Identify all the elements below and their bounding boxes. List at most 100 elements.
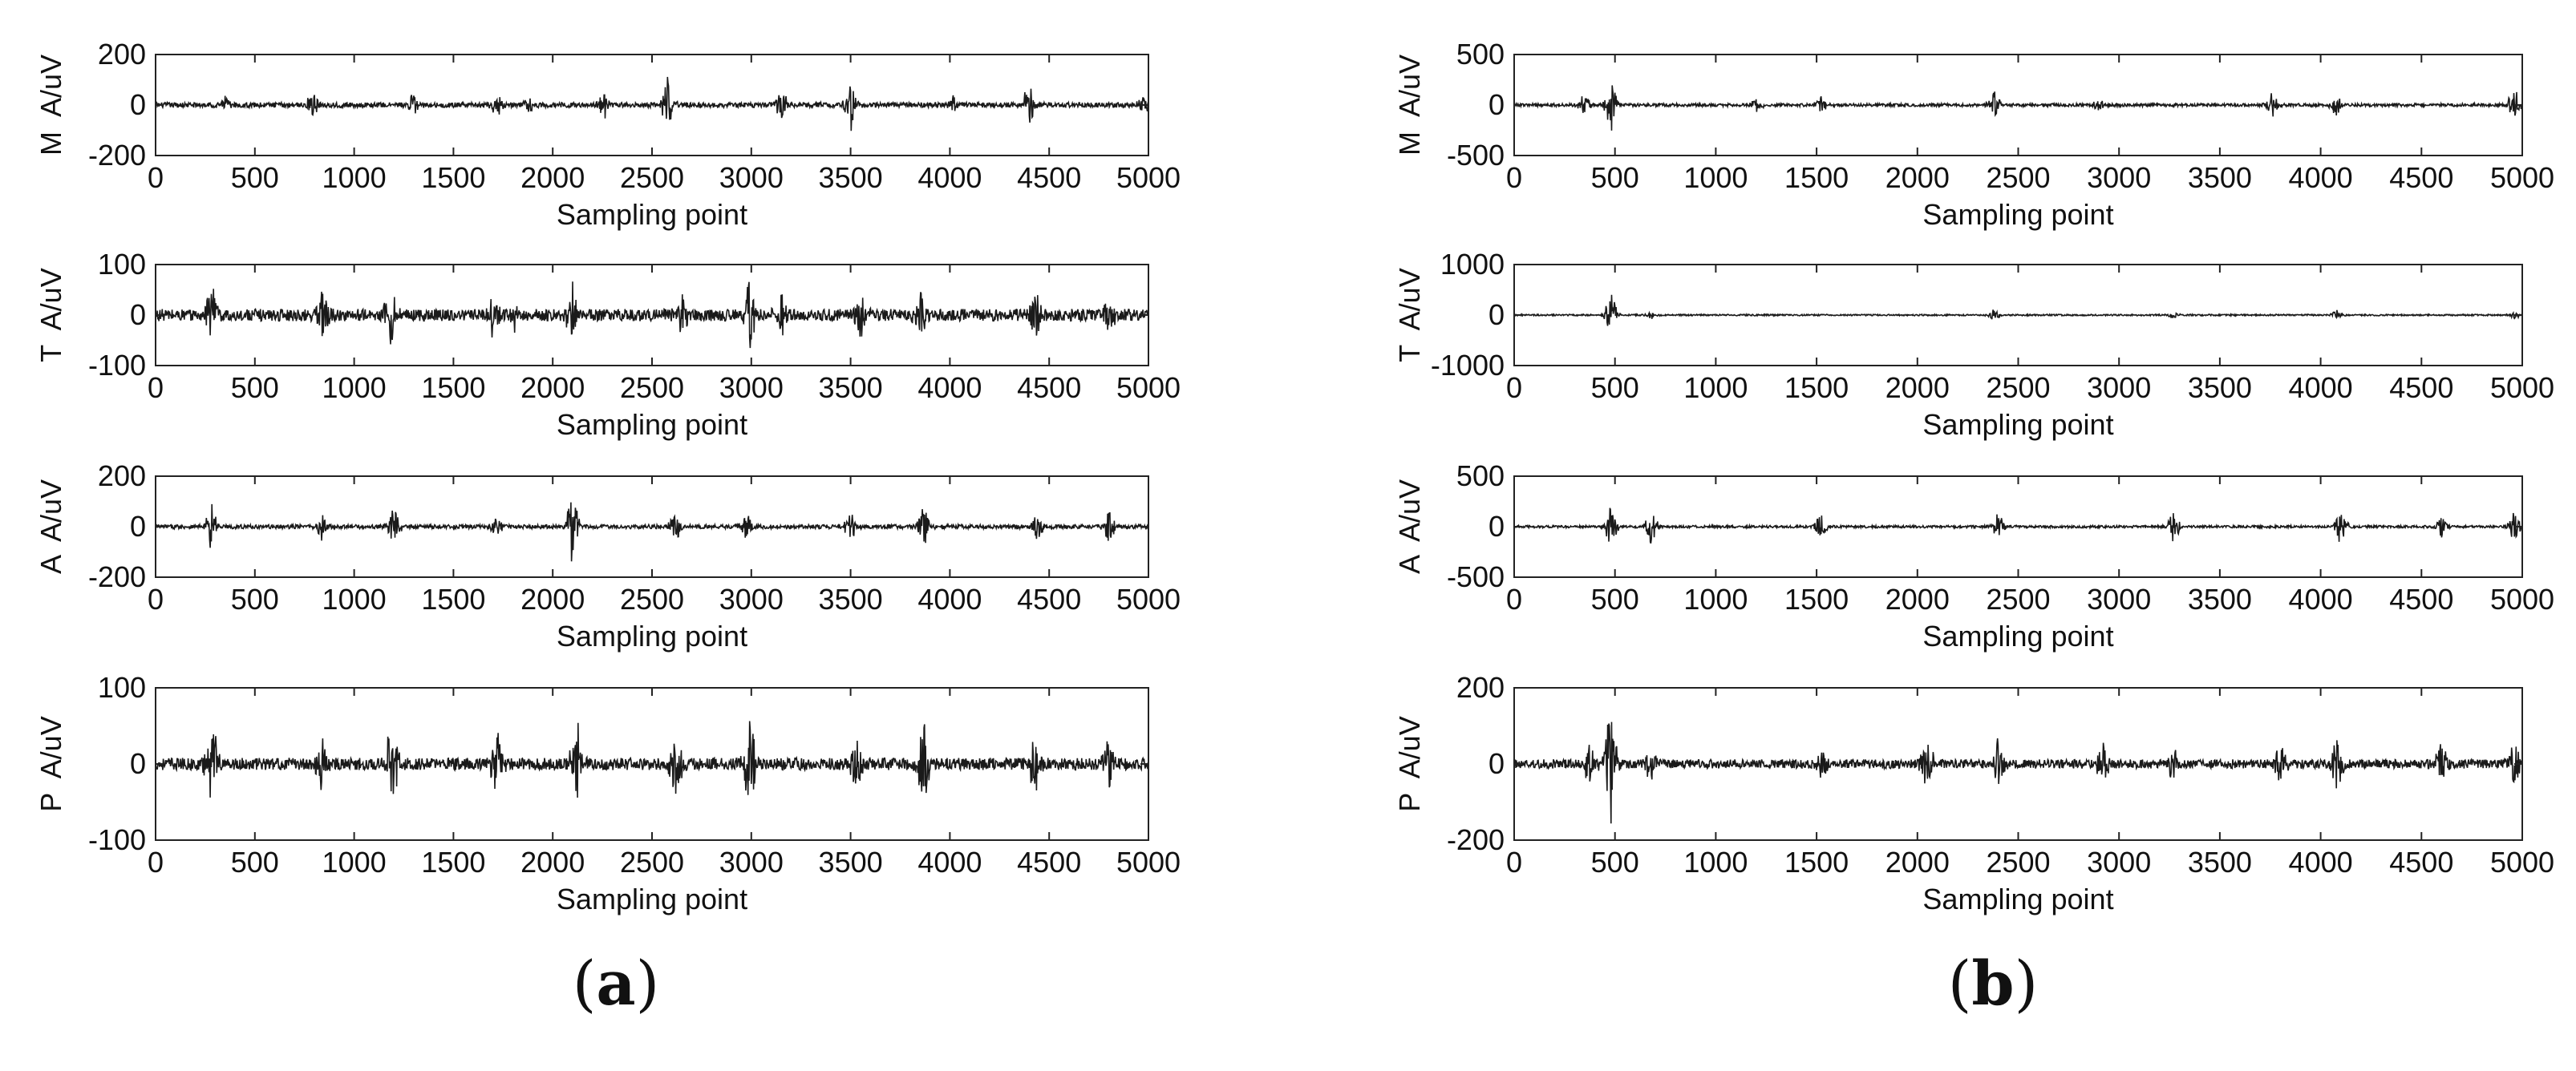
x-tick-label: 1500 (421, 583, 485, 616)
y-tick-label: 0 (130, 510, 146, 543)
x-tick-label: 3000 (2087, 846, 2151, 879)
x-tick-label: 3500 (2188, 846, 2252, 879)
x-tick-label: 3500 (2188, 161, 2252, 194)
x-tick-label: 5000 (1116, 371, 1181, 404)
x-tick-label: 4500 (2389, 846, 2453, 879)
x-tick-label: 1500 (1784, 371, 1849, 404)
x-tick-label: 1500 (1784, 846, 1849, 879)
panel-a: 0 500 1000 1500 2000 2500 3000 3500 4000 4500 5000… (34, 38, 1181, 1019)
panel-b: 0 500 1000 1500 2000 2500 3000 3500 4000 4500 5000… (1393, 38, 2554, 1019)
x-tick-label: 4000 (2289, 846, 2353, 879)
x-tick-label: 3000 (2087, 371, 2151, 404)
x-tick-label: 4500 (2389, 583, 2453, 616)
y-axis-label: M A/uV (34, 55, 67, 156)
x-tick-label: 500 (1591, 583, 1639, 616)
x-tick-label: 1500 (1784, 583, 1849, 616)
y-tick-label: -200 (88, 139, 146, 172)
x-tick-label: 2500 (1986, 583, 2050, 616)
x-tick-label: 2000 (520, 161, 585, 194)
subplot: 0 500 1000 1500 2000 2500 3000 3500 4000 4500 5000… (34, 671, 1181, 915)
x-tick-label: 2000 (1885, 161, 1950, 194)
x-axis-label: Sampling point (1922, 408, 2113, 441)
x-tick-label: 500 (1591, 846, 1639, 879)
x-axis-label: Sampling point (557, 883, 747, 915)
x-tick-label: 1500 (1784, 161, 1849, 194)
x-tick-label: 5000 (2490, 161, 2554, 194)
y-tick-label: -100 (88, 823, 146, 856)
x-tick-label: 1000 (1683, 846, 1748, 879)
x-tick-label: 3000 (719, 371, 784, 404)
x-tick-label: 3000 (719, 846, 784, 879)
x-tick-label: 1000 (1683, 371, 1748, 404)
x-tick-label: 1000 (322, 371, 387, 404)
x-tick-label: 0 (1506, 161, 1522, 194)
y-tick-label: 500 (1456, 459, 1505, 492)
x-tick-label: 500 (1591, 371, 1639, 404)
y-tick-label: -500 (1447, 560, 1505, 593)
x-tick-label: 5000 (2490, 583, 2554, 616)
x-axis-label: Sampling point (557, 198, 747, 231)
x-tick-label: 1500 (421, 846, 485, 879)
y-tick-label: -500 (1447, 139, 1505, 172)
x-tick-label: 4500 (1017, 846, 1081, 879)
y-tick-label: 0 (130, 88, 146, 121)
x-tick-label: 3500 (2188, 583, 2252, 616)
subplot: 0 500 1000 1500 2000 2500 3000 3500 4000 4500 5000… (1393, 459, 2554, 653)
x-axis-label: Sampling point (557, 408, 747, 441)
x-axis-label: Sampling point (1922, 198, 2113, 231)
x-tick-label: 500 (1591, 161, 1639, 194)
x-tick-label: 1000 (1683, 161, 1748, 194)
x-tick-label: 3000 (2087, 161, 2151, 194)
x-tick-label: 1000 (322, 161, 387, 194)
y-tick-label: 0 (1488, 510, 1505, 543)
y-tick-label: 0 (1488, 298, 1505, 331)
y-axis-label: T A/uV (1393, 268, 1426, 362)
y-tick-label: -100 (88, 349, 146, 382)
subplot: 0 500 1000 1500 2000 2500 3000 3500 4000 4500 5000… (1393, 671, 2554, 915)
y-tick-label: -200 (88, 560, 146, 593)
x-tick-label: 500 (231, 846, 279, 879)
y-tick-label: 1000 (1440, 248, 1505, 281)
panel-label: (a) (573, 948, 660, 1019)
x-tick-label: 2000 (1885, 371, 1950, 404)
signal-trace (155, 721, 1149, 798)
x-tick-label: 0 (148, 161, 164, 194)
y-axis-label: P A/uV (34, 716, 67, 811)
x-tick-label: 3000 (719, 583, 784, 616)
signal-trace (1513, 721, 2523, 824)
x-axis-label: Sampling point (1922, 883, 2113, 915)
subplot: 0 500 1000 1500 2000 2500 3000 3500 4000 4500 5000… (34, 38, 1181, 231)
x-tick-label: 4500 (1017, 371, 1081, 404)
y-tick-label: 200 (98, 459, 146, 492)
x-tick-label: 2000 (520, 371, 585, 404)
x-tick-label: 2000 (1885, 583, 1950, 616)
x-tick-label: 1000 (322, 583, 387, 616)
y-axis-label: M A/uV (1393, 55, 1426, 156)
x-tick-label: 5000 (2490, 371, 2554, 404)
y-tick-label: 100 (98, 248, 146, 281)
x-tick-label: 4500 (1017, 583, 1081, 616)
x-tick-label: 1000 (1683, 583, 1748, 616)
x-tick-label: 3500 (2188, 371, 2252, 404)
x-tick-label: 1500 (421, 161, 485, 194)
signal-trace (155, 281, 1149, 349)
x-tick-label: 0 (148, 846, 164, 879)
x-tick-label: 4000 (917, 846, 982, 879)
y-tick-label: 0 (130, 298, 146, 331)
y-tick-label: 200 (1456, 671, 1505, 704)
x-tick-label: 1500 (421, 371, 485, 404)
x-tick-label: 0 (148, 371, 164, 404)
signal-trace (1513, 507, 2523, 544)
panel-label: (b) (1948, 948, 2038, 1019)
x-tick-label: 2500 (620, 161, 684, 194)
x-tick-label: 500 (231, 583, 279, 616)
x-axis-label: Sampling point (557, 620, 747, 653)
y-tick-label: -200 (1447, 823, 1505, 856)
x-tick-label: 2000 (520, 846, 585, 879)
x-tick-label: 0 (1506, 846, 1522, 879)
signal-trace (155, 502, 1149, 562)
y-tick-label: 0 (1488, 747, 1505, 780)
x-tick-label: 0 (148, 583, 164, 616)
y-axis-label: A A/uV (1393, 479, 1426, 574)
